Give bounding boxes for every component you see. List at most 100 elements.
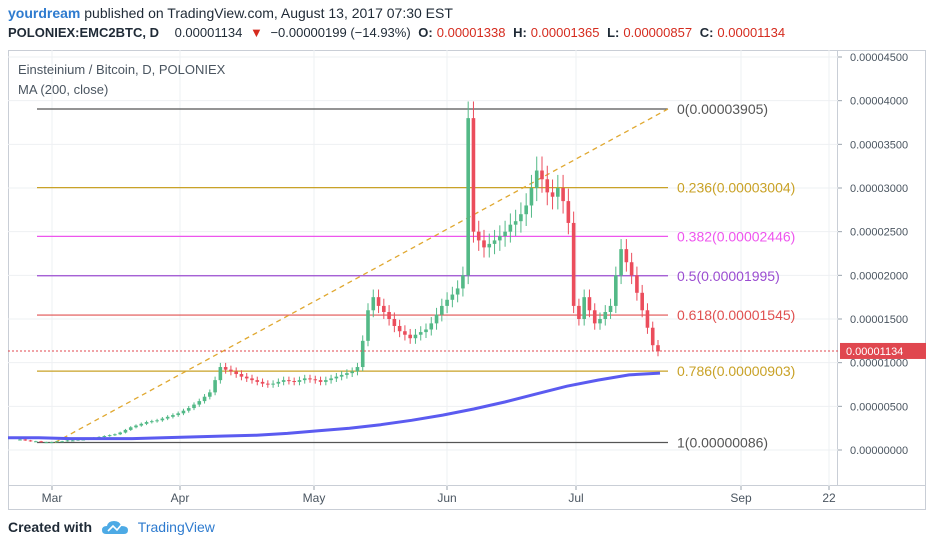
candle-body (113, 434, 117, 436)
candle-body (171, 415, 175, 417)
candle-body (60, 441, 64, 443)
author-name[interactable]: yourdream (8, 5, 81, 21)
candle-body (139, 423, 144, 426)
publish-line: yourdream published on TradingView.com, … (8, 5, 453, 21)
candle-body (619, 249, 623, 276)
price-axis[interactable] (838, 50, 926, 486)
candle-body (608, 305, 613, 313)
candle-body (223, 367, 228, 370)
high-label: H: (513, 25, 527, 40)
close-label: C: (699, 25, 714, 40)
candle-body (334, 376, 339, 379)
ma-200-line (8, 371, 661, 441)
y-tick-label: 0.00001000 (850, 358, 908, 370)
x-tick-label: May (303, 491, 326, 505)
candle-body (492, 240, 497, 244)
candle-body (144, 422, 149, 424)
candle-body (276, 381, 281, 384)
candle-body (418, 332, 423, 335)
y-tick-label: 0.00000500 (850, 401, 908, 413)
candle-body (629, 262, 634, 276)
candle-body (218, 367, 223, 381)
candle-body (102, 436, 107, 438)
symbol-label[interactable]: POLONIEX:EMC2BTC, D (8, 25, 159, 40)
candle-body (134, 425, 138, 428)
candle-body (424, 329, 428, 333)
y-tick-label: 0.00004500 (850, 52, 908, 64)
candle-body (302, 378, 307, 381)
candle-body (519, 214, 523, 222)
candle-body (229, 369, 233, 372)
y-tick-label: 0.00002500 (850, 227, 908, 239)
candle-body (476, 231, 481, 241)
candle-body (503, 231, 507, 237)
candle-body (244, 376, 249, 379)
candle-body (540, 170, 544, 180)
candle-body (445, 299, 449, 306)
candle-body (487, 243, 492, 248)
candle-body (455, 288, 460, 295)
candle-body (650, 327, 655, 346)
candle-body (645, 310, 650, 328)
candle-body (239, 374, 244, 377)
candle-body (440, 305, 444, 315)
legend-indicator[interactable]: MA (200, close) (18, 82, 109, 97)
candle-body (397, 325, 402, 332)
x-tick-label: Apr (171, 491, 190, 505)
candle-body (313, 379, 318, 381)
time-axis[interactable] (8, 486, 926, 510)
last-price-tag (840, 342, 926, 359)
candle-body (155, 420, 159, 422)
close-value: 0.00001134 (717, 25, 786, 40)
candle-body (577, 305, 581, 319)
chart-header: yourdream published on TradingView.com, … (0, 0, 932, 46)
candle-body (603, 312, 608, 319)
candle-body (55, 441, 59, 443)
x-tick-label: Sep (730, 491, 752, 505)
candle-body (366, 310, 370, 341)
candle-body (34, 441, 38, 443)
candle-body (176, 413, 180, 416)
candle-body (550, 192, 555, 197)
fib-level-label: 0(0.00003905) (677, 101, 768, 117)
price-change: −0.00000199 (−14.93%) (270, 25, 411, 40)
candle-body (250, 378, 254, 381)
tradingview-cloud-icon (101, 521, 128, 535)
candle-body (318, 380, 323, 382)
x-tick-label: Jul (568, 491, 583, 505)
candle-body (49, 442, 54, 444)
candle-body (271, 383, 275, 385)
candle-body (287, 380, 291, 382)
candle-body (461, 275, 465, 289)
fib-level-label: 1(0.00000086) (677, 434, 768, 450)
tradingview-brand[interactable]: TradingView (137, 519, 215, 535)
candle-body (529, 188, 534, 206)
published-text: published on TradingView.com, August 13,… (84, 5, 453, 21)
candle-body (70, 440, 75, 442)
candle-body (355, 367, 360, 372)
chart-legend: Einsteinium / Bitcoin, D, POLONIEX MA (2… (18, 60, 225, 100)
last-price-tag-label: 0.00001134 (846, 346, 903, 358)
candle-body (592, 310, 597, 324)
candle-body (260, 381, 265, 384)
candle-body (192, 404, 196, 409)
candle-body (297, 380, 302, 382)
fib-level-label: 0.236(0.00003004) (677, 180, 795, 196)
footer: Created with TradingView (8, 519, 215, 536)
low-value: 0.00000857 (623, 25, 693, 40)
last-price: 0.00001134 (174, 25, 243, 40)
candle-body (598, 319, 602, 324)
legend-title: Einsteinium / Bitcoin, D, POLONIEX (18, 62, 226, 77)
candle-body (614, 275, 618, 306)
candle-body (165, 416, 170, 419)
y-tick-label: 0.00000000 (850, 445, 908, 457)
candle-body (387, 312, 391, 319)
candle-body (339, 374, 344, 377)
candle-body (255, 380, 260, 382)
candle-body (656, 345, 660, 352)
candle-body (392, 319, 397, 326)
candle-body (202, 396, 207, 402)
candle-body (160, 418, 165, 421)
plot-area[interactable] (8, 50, 838, 486)
